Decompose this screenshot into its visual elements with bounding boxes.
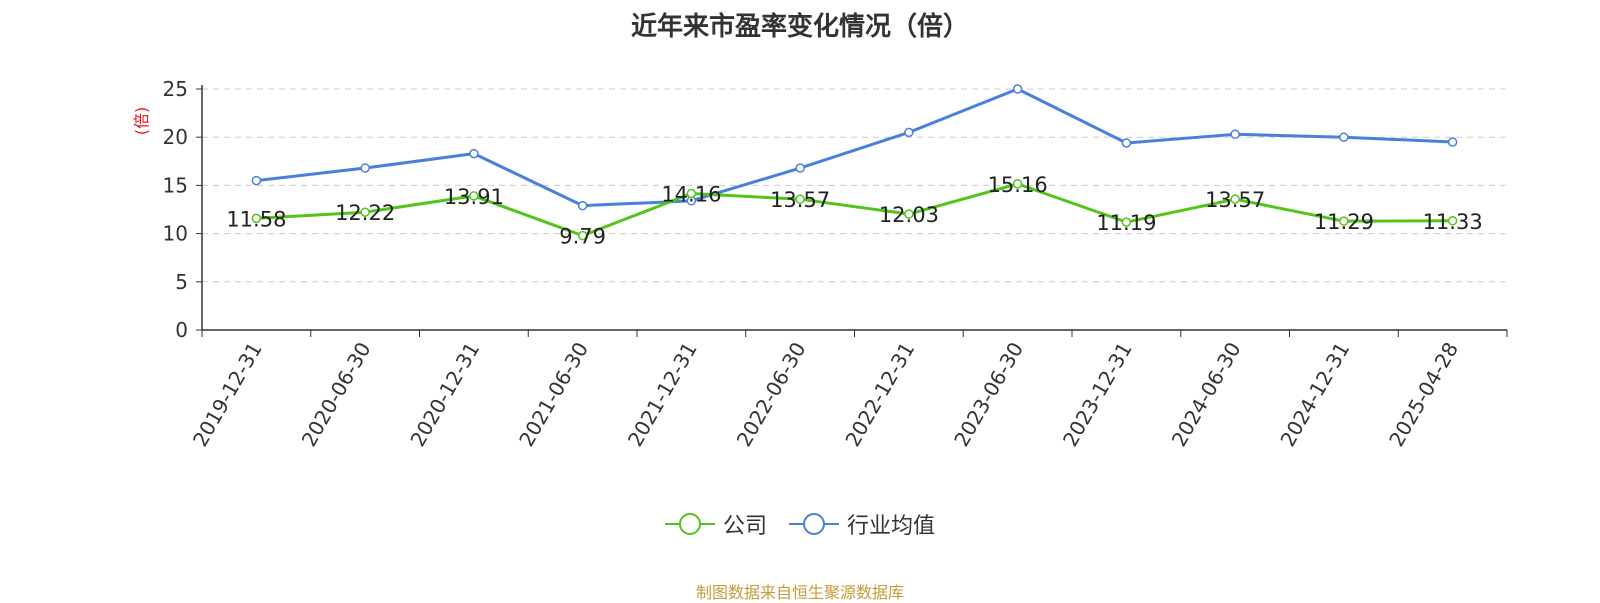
x-tick-label: 2019-12-31 bbox=[188, 338, 267, 451]
data-label: 13.57 bbox=[1205, 188, 1265, 212]
y-tick-label: 10 bbox=[163, 222, 188, 246]
x-tick-label: 2023-12-31 bbox=[1058, 338, 1137, 451]
data-point bbox=[1447, 137, 1458, 147]
source-note: 制图数据来自恒生聚源数据库 bbox=[695, 583, 904, 602]
data-label: 13.91 bbox=[444, 185, 504, 209]
series-line bbox=[256, 87, 1453, 208]
axes: 0 5 10 15 20 25 2019-12-31 2020-06-30 2020-12-31… bbox=[163, 77, 1508, 451]
data-label: 13.57 bbox=[770, 188, 830, 212]
x-tick-label: 2024-12-31 bbox=[1275, 338, 1354, 451]
y-tick-label: 15 bbox=[163, 173, 188, 197]
data-point bbox=[1447, 216, 1458, 226]
data-point bbox=[1230, 194, 1240, 204]
data-point bbox=[1012, 179, 1023, 189]
data-point bbox=[1012, 84, 1023, 94]
legend-industry-marker bbox=[789, 513, 839, 535]
data-label: 11.19 bbox=[1096, 211, 1156, 235]
data-label: 11.58 bbox=[226, 207, 286, 231]
data-point bbox=[1121, 217, 1132, 227]
data-labels: 11.58 12.22 13.91 9.79 14.16 13.57 12.03 15.16 1… bbox=[226, 173, 1482, 249]
x-tick-label: 2021-12-31 bbox=[623, 338, 702, 451]
y-tick-label: 0 bbox=[175, 318, 188, 342]
data-point bbox=[1121, 138, 1132, 148]
legend-item-industry[interactable]: 行业均值 bbox=[789, 508, 935, 540]
data-point bbox=[795, 194, 805, 204]
data-label: 12.03 bbox=[879, 203, 939, 227]
data-point bbox=[1339, 216, 1349, 226]
data-label: 9.79 bbox=[559, 225, 606, 249]
data-point bbox=[686, 188, 697, 199]
data-label: 15.16 bbox=[988, 173, 1048, 197]
x-tick-label: 2025-04-28 bbox=[1384, 338, 1463, 451]
x-tick-label: 2021-06-30 bbox=[514, 338, 593, 451]
legend-company-label: 公司 bbox=[722, 514, 767, 539]
y-axis-unit-label: (倍) bbox=[132, 107, 151, 136]
data-point bbox=[251, 175, 262, 186]
data-point bbox=[251, 213, 262, 224]
y-tick-label: 25 bbox=[163, 77, 188, 101]
data-point bbox=[1230, 129, 1240, 140]
data-point bbox=[795, 163, 805, 173]
y-tick-label: 5 bbox=[175, 270, 188, 294]
data-point bbox=[469, 191, 479, 201]
data-point bbox=[577, 230, 588, 241]
data-label: 12.22 bbox=[335, 201, 395, 225]
data-label: 14.16 bbox=[661, 182, 721, 206]
data-label: 11.29 bbox=[1314, 210, 1374, 234]
y-tick-label: 20 bbox=[163, 125, 188, 149]
data-point bbox=[1339, 132, 1349, 142]
x-tick-label: 2023-06-30 bbox=[949, 338, 1028, 451]
grid-lines bbox=[202, 88, 1507, 283]
data-point bbox=[577, 200, 588, 211]
chart-title: 近年来市盈率变化情况（倍） bbox=[630, 12, 969, 42]
series-company bbox=[251, 179, 1458, 241]
series bbox=[251, 84, 1458, 241]
x-tick-label: 2022-12-31 bbox=[840, 338, 919, 451]
data-point bbox=[360, 207, 370, 217]
x-tick-label: 2024-06-30 bbox=[1167, 338, 1246, 451]
data-point bbox=[904, 209, 914, 219]
series-line bbox=[256, 182, 1453, 238]
data-point bbox=[469, 148, 479, 159]
legend-item-company[interactable]: 公司 bbox=[664, 508, 767, 540]
x-tick-label: 2020-06-30 bbox=[297, 338, 376, 451]
data-point bbox=[360, 163, 370, 173]
data-point bbox=[904, 127, 914, 138]
data-label: 11.33 bbox=[1423, 210, 1483, 234]
x-tick-label: 2020-12-31 bbox=[405, 338, 484, 451]
legend-industry-label: 行业均值 bbox=[847, 514, 936, 539]
legend-company-marker bbox=[664, 513, 715, 535]
legend: 公司 行业均值 bbox=[0, 508, 1600, 540]
series-industry bbox=[251, 84, 1458, 211]
x-tick-label: 2022-06-30 bbox=[732, 338, 811, 451]
